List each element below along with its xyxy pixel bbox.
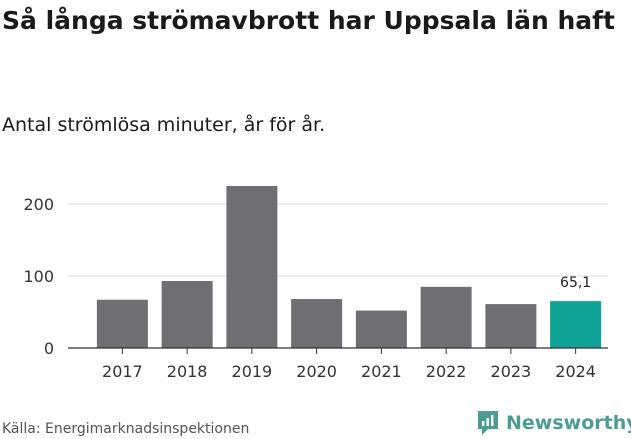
brand-logo: Newsworthy [476,409,631,437]
y-tick-label: 0 [44,339,54,358]
source-note: Källa: Energimarknadsinspektionen [2,421,250,437]
bars [96,186,602,348]
y-tick-label: 100 [23,267,54,286]
x-tick-label: 2023 [491,362,532,381]
data-label-2024: 65,1 [560,275,591,291]
x-tick-label: 2024 [555,362,596,381]
x-tick-label: 2021 [361,362,402,381]
bar-2022 [420,286,472,348]
bar-2019 [226,186,278,348]
x-tick-label: 2022 [426,362,467,381]
x-tick-label: 2019 [232,362,273,381]
gridlines [68,203,608,277]
x-tick-label: 2018 [167,362,208,381]
bar-2021 [355,310,407,348]
bar-2017 [96,299,148,348]
bar-chart: 0 100 200 2017 2018 2019 2020 2021 2022 2023 2024 6… [23,186,608,381]
y-tick-label: 200 [23,195,54,214]
x-tick-label: 2017 [102,362,143,381]
bar-2023 [485,304,537,348]
bar-2020 [291,299,343,348]
bar-2018 [161,281,213,348]
chart-title: Så långa strömavbrott har Uppsala län ha… [2,6,615,35]
newsworthy-logo-icon [478,411,498,435]
brand-name: Newsworthy [506,412,631,434]
bar-2024 [550,301,602,348]
x-tick-label: 2020 [296,362,337,381]
axes: 0 100 200 2017 2018 2019 2020 2021 2022 2023 2024 6… [23,195,608,381]
chart-subtitle: Antal strömlösa minuter, år för år. [2,114,326,136]
